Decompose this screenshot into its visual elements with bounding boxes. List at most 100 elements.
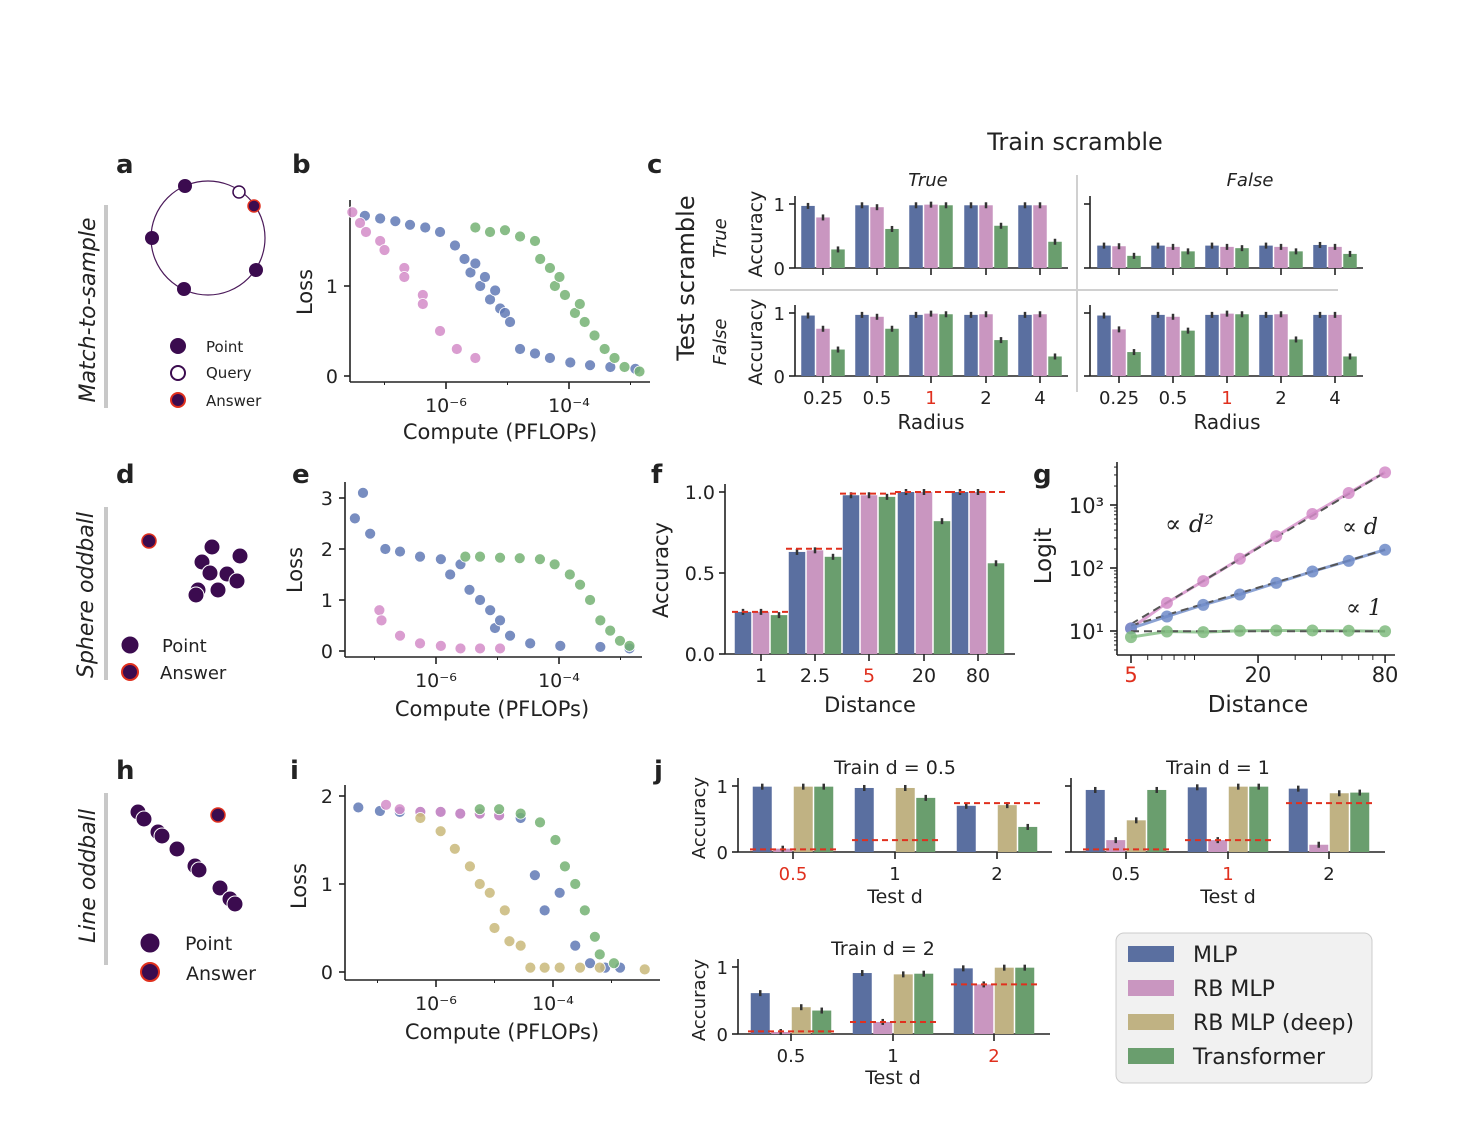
j-y-tick-label: 1 [717, 777, 728, 798]
e-point-rb-mlp [375, 614, 388, 627]
point-dot [228, 572, 246, 590]
f-bar [897, 492, 915, 654]
c-bar [939, 205, 953, 268]
e-point-mlp [474, 594, 486, 606]
b-point-transformer [608, 352, 621, 364]
legend-answer-dot [140, 962, 160, 982]
c-x-tick-label: 0.5 [863, 388, 892, 409]
query-dot [232, 185, 246, 199]
i-point-rb-mlp [380, 798, 392, 811]
c-bar [1289, 251, 1303, 268]
b-point-mlp [544, 352, 556, 364]
i-ylabel: Loss [287, 863, 311, 909]
point-dot [168, 840, 186, 858]
j-bar [953, 968, 973, 1034]
point-dot [153, 827, 171, 845]
i-point-rb-mlp [454, 807, 467, 820]
c-bar [1018, 205, 1032, 268]
b-point-transformer [514, 230, 526, 243]
b-point-mlp [514, 343, 526, 355]
c-xlabel-left: Radius [897, 410, 964, 434]
c-bar [1048, 356, 1062, 376]
i-point-transformer [549, 834, 562, 846]
c-bar [1343, 253, 1357, 268]
i-point-transformer [514, 807, 527, 820]
b-point-transformer [573, 298, 586, 310]
answer-dot [210, 807, 226, 823]
i-point-rb-mlp-deep- [488, 922, 501, 934]
b-point-rb-mlp [378, 244, 391, 256]
i-xlabel: Compute (PFLOPs) [405, 1020, 599, 1044]
j-title-1: Train d = 0.5 [833, 757, 956, 779]
j-bar [893, 974, 913, 1034]
j-x-tick-label: 0.5 [779, 864, 808, 885]
panel-letter-i: i [290, 756, 299, 786]
legend-point-dot [139, 932, 161, 954]
b-point-transformer [484, 226, 496, 238]
i-point-mlp [352, 801, 365, 814]
b-point-mlp [469, 257, 482, 270]
c-bar [1097, 245, 1111, 268]
c-bar [1235, 314, 1249, 376]
g-point-rb-mlp [1160, 596, 1173, 609]
g-point-transformer [1306, 624, 1319, 637]
e-point-mlp [594, 641, 607, 653]
ring [150, 180, 266, 296]
c-bar [1127, 255, 1141, 268]
f-x-tick-label: 2.5 [800, 665, 830, 687]
i-point-transformer [559, 860, 571, 873]
c-bar [1220, 246, 1234, 268]
schematic-match-to-sample: Point Query Answer [145, 179, 266, 410]
b-point-transformer [578, 316, 591, 328]
i-point-mlp [528, 869, 541, 882]
i-point-rb-mlp-deep- [574, 961, 586, 974]
legend-swatch-rb-mlp-deep [1128, 1014, 1174, 1030]
f-bar [788, 551, 806, 654]
b-point-transformer [559, 289, 571, 301]
g-point-transformer [1379, 625, 1392, 638]
b-point-transformer [469, 221, 482, 234]
i-point-mlp [553, 886, 566, 899]
f-bar [734, 611, 752, 654]
e-point-mlp [434, 553, 447, 566]
f-bar [806, 550, 824, 654]
j-y-tick-label: 0 [717, 843, 728, 864]
f-x-tick-label: 80 [966, 665, 990, 687]
legend-swatch-rb-mlp [1128, 980, 1174, 996]
legend-answer-dot [121, 663, 139, 681]
c-x-tick-label: 0.5 [1159, 388, 1188, 409]
f-bar [860, 495, 878, 654]
point-dot [226, 895, 244, 913]
c-bar [855, 205, 869, 268]
legend-label-mlp: MLP [1193, 943, 1238, 968]
c-bar [1274, 246, 1288, 268]
answer-dot [247, 199, 261, 213]
legend-label-rb-mlp-deep: RB MLP (deep) [1193, 1011, 1354, 1036]
b-point-mlp [449, 239, 461, 252]
b-point-mlp [504, 316, 516, 328]
e-point-transformer [623, 640, 636, 652]
j-bar [814, 786, 834, 852]
b-point-mlp [458, 253, 471, 265]
panel-letter-f: f [651, 460, 663, 490]
j-x-tick-label: 1 [887, 1046, 898, 1067]
i-point-rb-mlp-deep- [514, 939, 527, 952]
i-y-tick-label: 0 [321, 962, 333, 984]
e-point-mlp [463, 583, 476, 596]
panel-letter-c: c [647, 150, 662, 180]
f-bar [987, 563, 1005, 654]
legend-answer-dot [170, 392, 186, 408]
e-point-rb-mlp [474, 642, 486, 655]
i-y-tick-label: 2 [321, 786, 333, 808]
f-y-tick-label: 1.0 [685, 482, 715, 504]
j-bar [1126, 820, 1146, 852]
g-point-rb-mlp [1306, 507, 1319, 520]
c-x-tick-label: 2 [1275, 388, 1286, 409]
c-bar [1181, 251, 1195, 268]
chart-marks: 0 1 10⁻⁶ 10⁻⁴ 0 1 2 3 10⁻⁶ 10⁻⁴ 0 1 2 10⁻⁶ 10⁻⁴ 0 1 0 1 0.2… [321, 195, 1399, 1067]
i-point-mlp [538, 904, 551, 917]
b-point-rb-mlp [416, 298, 429, 310]
legend-label-point: Point [162, 636, 207, 657]
c-bar [1181, 330, 1195, 376]
